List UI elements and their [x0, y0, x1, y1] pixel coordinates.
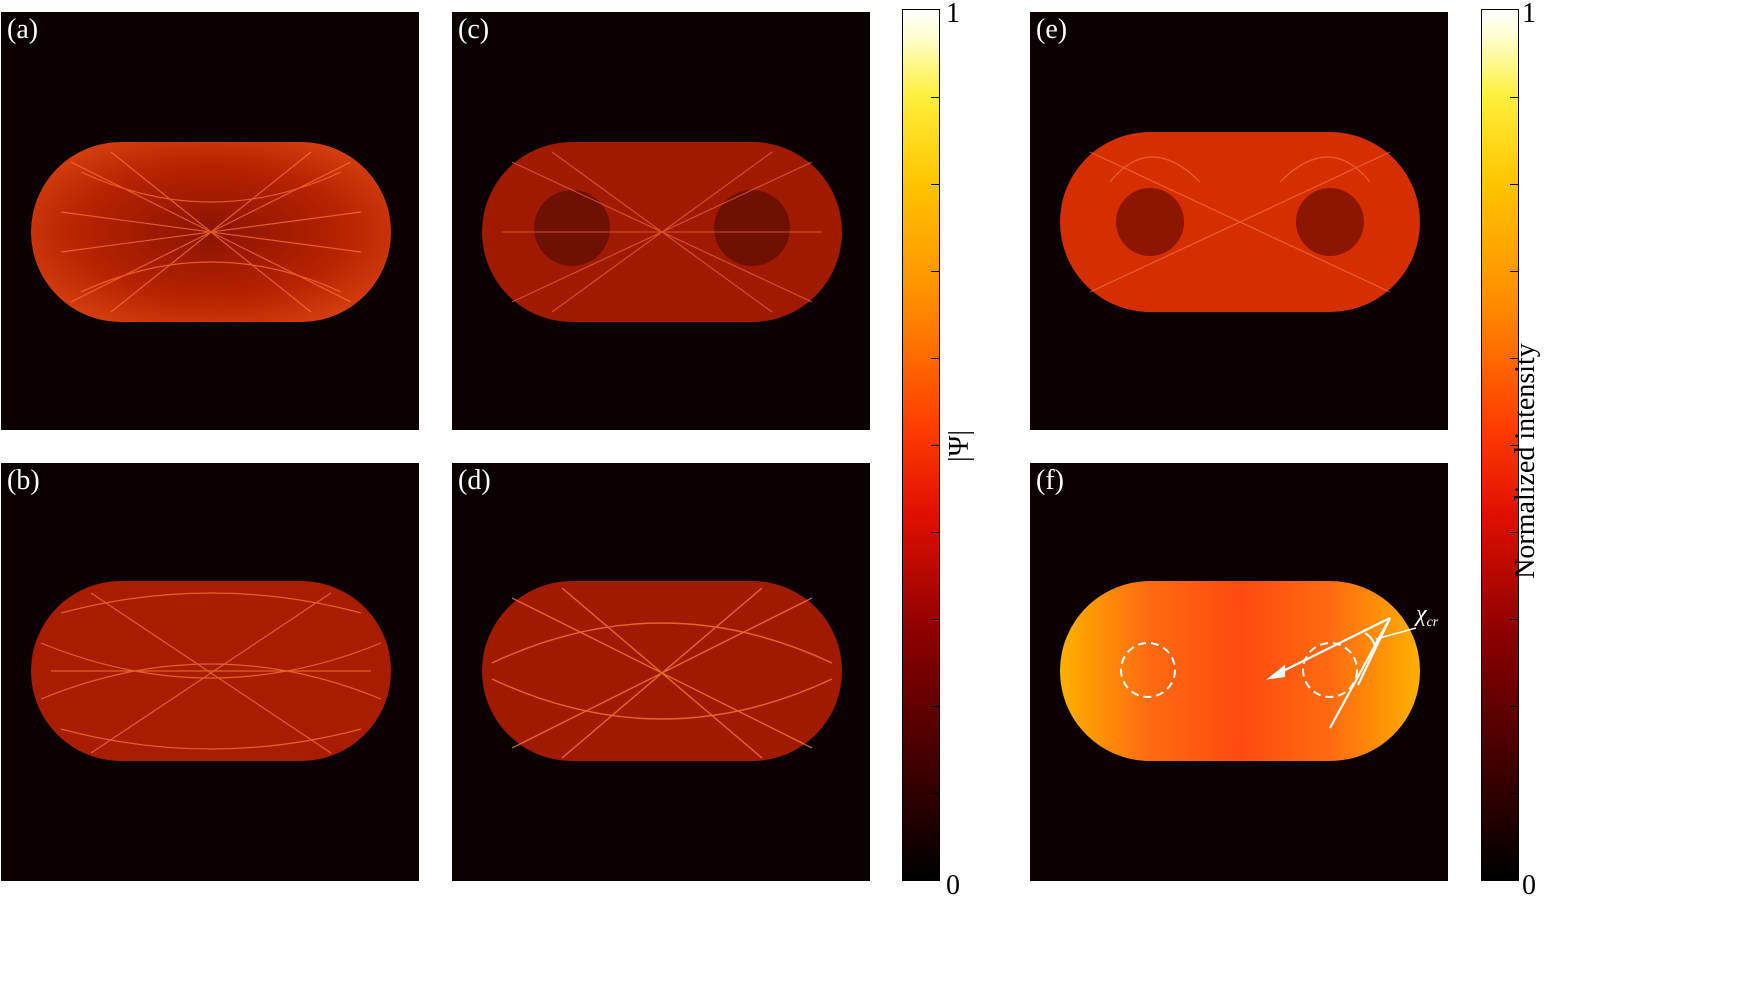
panel-e: (e) — [1030, 12, 1448, 430]
panel-label-a: (a) — [7, 14, 39, 45]
ray-lines — [491, 587, 833, 759]
stadium-shape — [482, 581, 842, 761]
panel-label-b: (b) — [7, 465, 40, 496]
panel-label-f: (f) — [1036, 465, 1064, 496]
panel-c: (c) — [452, 12, 870, 430]
stadium-pattern-c — [482, 142, 842, 322]
panel-label-c: (c) — [458, 14, 490, 45]
colorbar-psi-gradient — [902, 9, 940, 881]
panel-a: (a) — [1, 12, 419, 430]
colorbar-intensity-max: 1 — [1522, 0, 1536, 29]
angle-marker — [1266, 617, 1417, 729]
stadium-shape — [1060, 581, 1420, 761]
panel-label-d: (d) — [458, 465, 491, 496]
angle-label: χcr — [1414, 601, 1439, 630]
colorbar-intensity-label: Normalized intensity — [1509, 343, 1541, 579]
stadium-pattern-b — [31, 581, 391, 761]
ray-lines — [502, 151, 822, 313]
panel-b: (b) — [1, 463, 419, 881]
colorbar-psi-max: 1 — [946, 0, 960, 29]
panel-label-e: (e) — [1036, 14, 1068, 45]
panel-d: (d) — [452, 463, 870, 881]
colorbar-psi-min: 0 — [946, 870, 960, 901]
dark-spot-right — [714, 190, 790, 266]
colorbar-psi-label: |Ψ| — [943, 430, 975, 462]
dark-spot-left — [1116, 188, 1184, 256]
ray-lines — [1089, 151, 1391, 293]
colorbar-intensity-min: 0 — [1522, 870, 1536, 901]
dashed-circle-left — [1120, 642, 1176, 698]
colorbar-intensity-gradient — [1481, 9, 1519, 881]
dark-spot-right — [1296, 188, 1364, 256]
stadium-pattern-a — [31, 142, 391, 322]
stadium-pattern-f: χcr — [1060, 581, 1439, 761]
panel-f: χcr (f) — [1030, 463, 1448, 881]
stadium-pattern-d — [482, 581, 842, 761]
dark-spot-left — [534, 190, 610, 266]
ray-lines — [60, 151, 362, 313]
ray-lines — [40, 592, 382, 754]
dashed-circle-right — [1302, 642, 1358, 698]
stadium-pattern-e — [1060, 132, 1420, 312]
